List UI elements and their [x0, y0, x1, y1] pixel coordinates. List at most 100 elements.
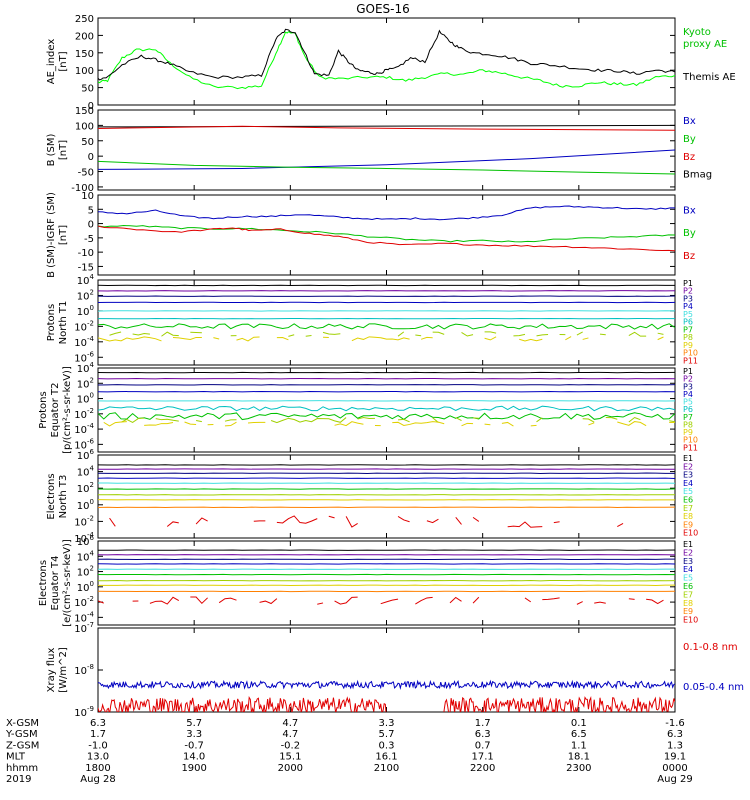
series-line: [536, 333, 549, 337]
y-tick-label: 104: [77, 361, 95, 375]
series-line: [224, 419, 237, 422]
x-row-value: 0000: [662, 763, 687, 774]
legend-entry: 0.05-0.4 nm: [683, 682, 744, 693]
series-line: [484, 331, 497, 334]
x-date-end: Aug 29: [657, 774, 692, 785]
series-line: [305, 335, 312, 337]
series-line: [628, 331, 647, 337]
series-line: [628, 598, 635, 600]
series-line: [357, 417, 375, 420]
legend-entry: P10: [683, 436, 698, 445]
series-line: [582, 418, 595, 423]
series-line: [166, 521, 179, 527]
y-tick-label: 50: [81, 137, 94, 148]
legend-entry: E9: [683, 520, 693, 529]
legend-entry: proxy AE: [683, 39, 727, 50]
y-tick-label: 0: [88, 220, 94, 231]
y-axis-label: Protons: [46, 304, 57, 341]
legend-entry: E6: [683, 582, 693, 591]
series-line: [98, 323, 675, 330]
legend-entry: E3: [683, 471, 693, 480]
y-axis-label: [e/(cm²-s-sr-keV)]: [62, 539, 73, 627]
series-line: [155, 418, 179, 422]
x-row-value: 18.1: [568, 752, 590, 763]
legend-entry: P8: [683, 333, 693, 342]
y-tick-exponent: 4: [90, 273, 95, 281]
y-tick-label: 10-9: [74, 705, 94, 719]
series-line: [420, 336, 433, 340]
legend-entry: E7: [683, 590, 693, 599]
y-tick-label: 10-4: [74, 335, 94, 349]
series-line: [669, 420, 675, 423]
x-row-value: 1.7: [90, 729, 106, 740]
data-layer: [98, 205, 675, 252]
series-line: [103, 421, 127, 427]
y-axis-label: Equator T2: [50, 383, 61, 438]
legend-entry: E10: [683, 529, 698, 538]
series-line: [398, 418, 410, 423]
panel-xray: 10-9 10-8 10-7 Xray flux [W/m^2] 0.1-0.8 nm 0.…: [46, 621, 744, 719]
series-line: [576, 601, 583, 605]
series-line: [392, 421, 445, 426]
series-line: [224, 421, 237, 427]
y-tick-label: 104: [77, 273, 95, 287]
y-axis-label: B (SM): [46, 133, 57, 166]
series-line: [144, 421, 174, 426]
series-line: [605, 417, 618, 420]
series-line: [172, 336, 202, 340]
x-row-value: 1.1: [571, 740, 587, 751]
series-line: [236, 336, 260, 342]
y-tick-label: 102: [77, 481, 94, 495]
series-line: [524, 597, 532, 603]
x-row-value: 1800: [85, 763, 110, 774]
series-line: [288, 334, 295, 337]
legend-entry: E2: [683, 548, 693, 557]
y-tick-exponent: -7: [87, 621, 94, 629]
y-tick-exponent: 0: [90, 304, 94, 312]
y-tick-label: 10-2: [74, 514, 94, 528]
series-line: [657, 332, 664, 335]
x-row-value: 19.1: [664, 752, 686, 763]
legend-entry: P1: [683, 279, 693, 288]
legend-entry: Bmag: [683, 170, 712, 181]
series-line: [149, 596, 180, 605]
legend-entry: Bx: [683, 116, 696, 127]
series-line: [334, 421, 364, 427]
x-row-value: 1.7: [475, 718, 491, 729]
x-row-value: 16.1: [375, 752, 397, 763]
y-tick-label: 106: [77, 448, 95, 462]
y-tick-label: -50: [78, 168, 94, 179]
y-tick-exponent: 6: [90, 534, 95, 542]
series-line: [461, 332, 474, 337]
series-line: [184, 421, 197, 426]
x-row-value: 1900: [181, 763, 206, 774]
legend-entry: P2: [683, 375, 693, 384]
y-tick-exponent: 2: [90, 288, 94, 296]
y-axis-label: [nT]: [58, 225, 69, 245]
series-line: [98, 149, 675, 170]
x-row-value: 6.3: [475, 729, 491, 740]
x-row-value: 5.7: [379, 729, 395, 740]
legend-entry: E9: [683, 607, 693, 616]
panel-bigrf: -15 -10 -5 0 5 10 B (SM)-IGRF (SM) [nT] Bx By Bz: [46, 191, 696, 278]
legend-entry: P5: [683, 310, 693, 319]
legend-entry: P9: [683, 428, 693, 437]
series-line: [195, 419, 202, 423]
legend-entry: Bx: [683, 205, 696, 216]
y-tick-exponent: -6: [87, 437, 95, 445]
y-tick-exponent: -4: [87, 610, 95, 618]
series-line: [646, 598, 664, 605]
legend-entry: P10: [683, 349, 698, 358]
x-row-value: 2300: [566, 763, 591, 774]
legend-entry: E10: [683, 616, 698, 625]
series-line: [455, 417, 462, 422]
data-layer: [98, 284, 675, 342]
x-axis-table: X-GSM 6.3 5.7 4.7 3.3 1.7 0.1 -1.6 Y-GSM 1.7 3.3 4.…: [5, 718, 693, 785]
series-line: [484, 336, 497, 341]
y-tick-exponent: -8: [87, 663, 94, 671]
y-tick-label: 106: [77, 534, 95, 548]
x-row-label: Y-GSM: [5, 729, 38, 740]
series-line: [542, 597, 560, 601]
series-line: [218, 597, 237, 604]
